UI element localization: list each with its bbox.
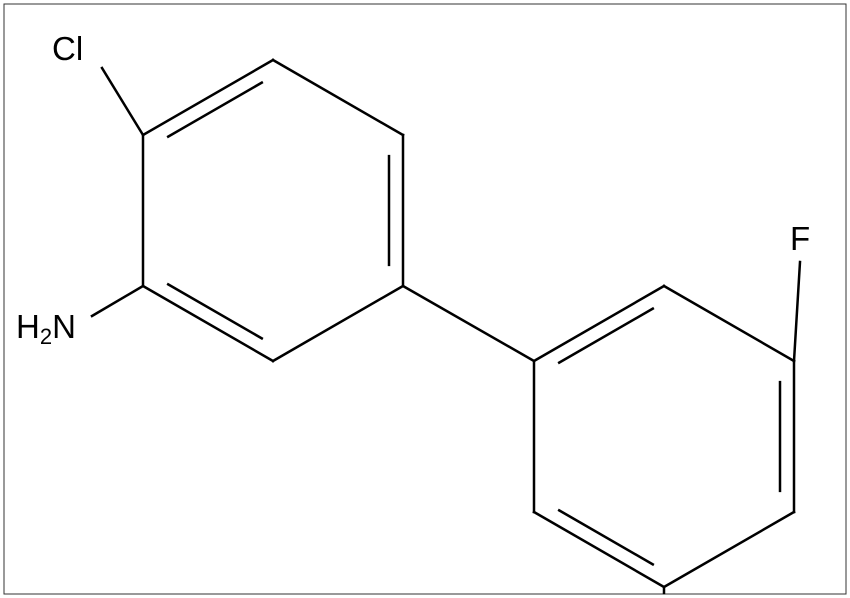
amine-N: N	[52, 308, 76, 345]
bond-a2-a3	[273, 60, 403, 135]
bond-a1-a2-inner	[168, 83, 262, 137]
bond-b2-b3	[664, 286, 794, 361]
bond-a1-cl	[102, 68, 143, 135]
bond-b4-b5	[664, 512, 794, 587]
bond-a4-b1	[403, 286, 534, 361]
amine-H: H	[16, 308, 40, 345]
molecule-diagram: Cl H2N F	[0, 0, 850, 598]
bond-a4-a5	[273, 286, 403, 361]
bond-b5-b6-inner	[559, 510, 653, 564]
bond-a6-n	[92, 286, 143, 316]
bond-b1-b2	[534, 286, 664, 361]
bond-b3-f	[794, 262, 800, 361]
bond-a1-a2	[143, 60, 273, 135]
fluorine-label: F	[790, 220, 810, 257]
chlorine-label: Cl	[52, 30, 83, 67]
bond-b1-b2-inner	[559, 309, 653, 363]
amine-sub: 2	[40, 324, 52, 349]
amine-label: H2N	[16, 308, 76, 349]
bond-a5-a6	[143, 286, 273, 361]
bond-b5-b6	[534, 512, 664, 587]
bond-a5-a6-inner	[168, 284, 262, 338]
bond-layer	[92, 60, 800, 593]
